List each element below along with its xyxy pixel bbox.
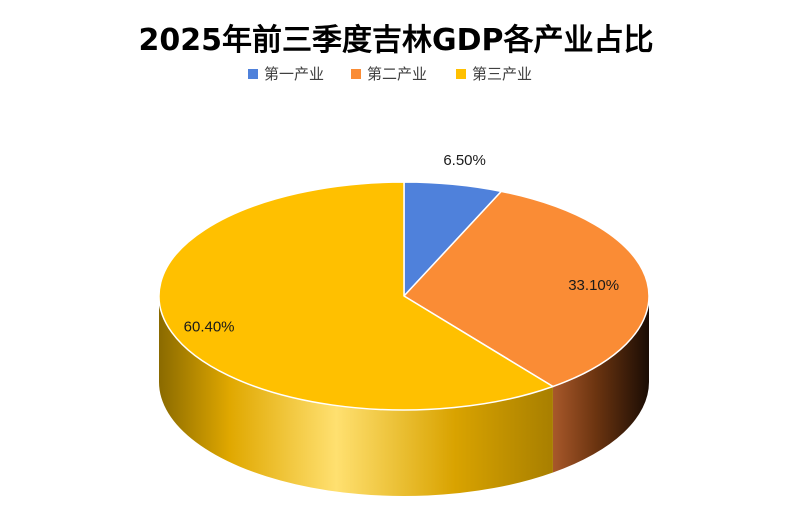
legend-swatch-2 [351,69,361,79]
slice-side-2 [552,296,649,473]
data-label-3: 60.40% [184,319,235,336]
pie-slices [158,181,650,411]
slice-side-3 [159,296,553,496]
legend-label-1: 第一产业 [264,65,324,83]
legend-label-2: 第二产业 [367,65,427,83]
legend-label-3: 第三产业 [472,65,532,83]
slice-2 [403,190,650,388]
data-label-2: 33.10% [568,277,619,294]
data-label-1: 6.50% [443,152,486,169]
legend-swatch-3 [456,69,466,79]
slice-3 [158,181,554,411]
legend-swatch-1 [248,69,258,79]
chart-title: 2025年前三季度吉林GDP各产业占比 [138,23,653,58]
legend: 第一产业 第二产业 第三产业 [248,65,532,83]
pie-sides [159,296,649,496]
data-labels: 6.50% 33.10% 60.40% [184,152,619,336]
